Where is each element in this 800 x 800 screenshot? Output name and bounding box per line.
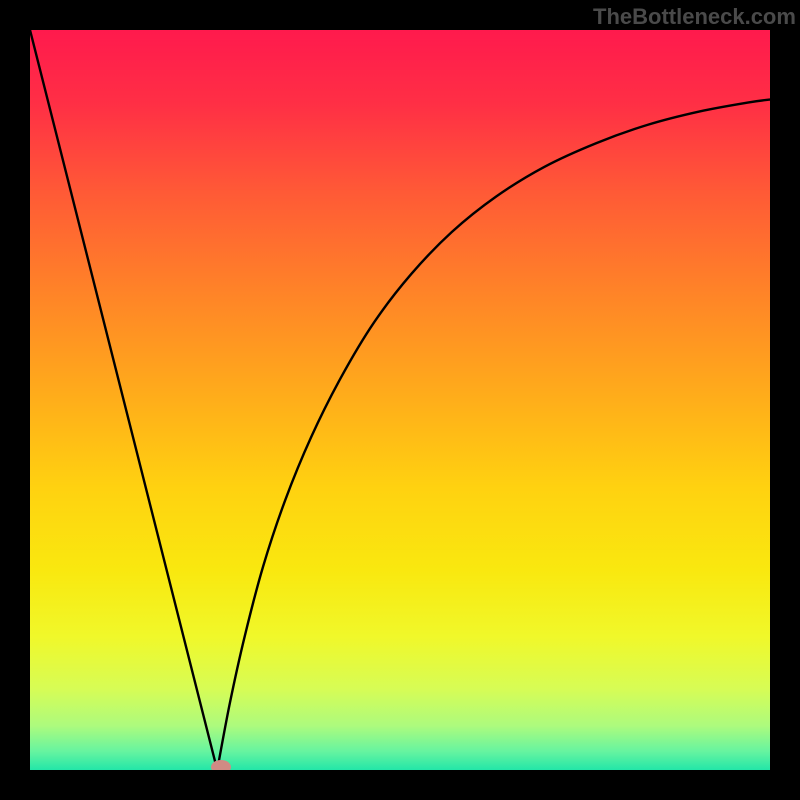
frame-border-left: [0, 0, 30, 800]
frame-border-top: [0, 0, 800, 30]
frame-border-right: [770, 0, 800, 800]
chart-stage: TheBottleneck.com: [0, 0, 800, 800]
frame-border-bottom: [0, 770, 800, 800]
bottleneck-curve: [30, 30, 770, 770]
bottleneck-curve-path: [30, 30, 770, 770]
